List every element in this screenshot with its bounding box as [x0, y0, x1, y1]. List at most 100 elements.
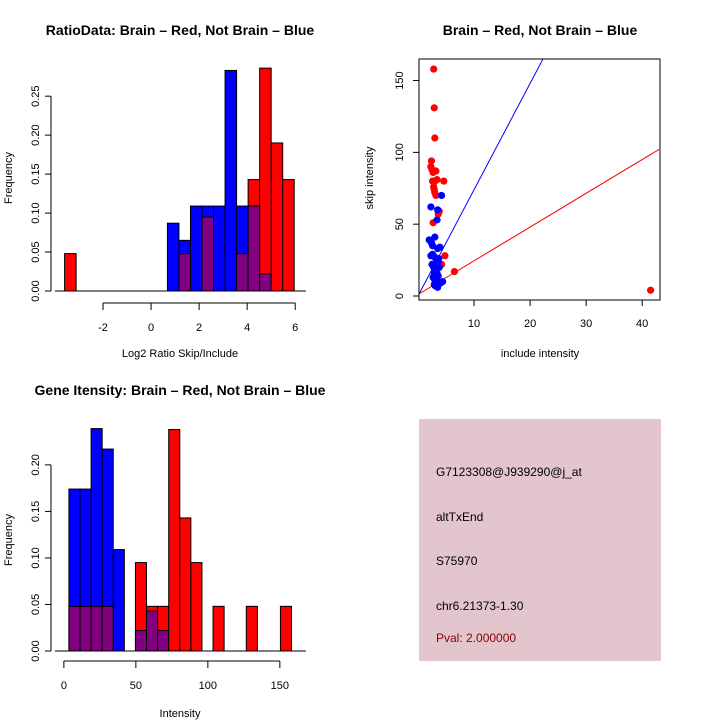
not-brain-point	[431, 233, 439, 241]
histogram-overlap-bar	[101, 605, 114, 652]
not-brain-point	[434, 206, 442, 214]
brain-point	[432, 191, 440, 200]
y-tick-label: 0.20	[30, 454, 42, 475]
y-tick-label: 0.00	[30, 280, 42, 301]
y-tick-label: 0.15	[30, 501, 42, 522]
y-tick-label: 0.05	[30, 241, 42, 262]
histogram-overlap-bar	[247, 205, 261, 292]
histogram-bar	[213, 205, 226, 292]
x-tick-label: 100	[199, 680, 217, 692]
y-tick-label: 0.00	[30, 640, 42, 661]
histogram-bar	[270, 142, 284, 292]
not-brain-point	[430, 280, 438, 289]
scatter-axes: 10 20 30 40 0 50 100 150	[394, 71, 648, 330]
brain-point	[432, 167, 440, 175]
x-tick-label: 6	[292, 322, 298, 334]
not-brain-point	[433, 216, 441, 224]
probe-id-text: G7123308@J939290@j_at	[436, 465, 582, 479]
histogram-bar	[64, 253, 77, 292]
x-tick-label: 0	[61, 680, 67, 692]
histogram-bar	[189, 205, 203, 292]
x-tick-label: 150	[271, 680, 289, 692]
histogram-overlap-bar	[178, 253, 191, 292]
y-tick-label: 0.15	[30, 163, 42, 184]
histogram-overlap-bar	[201, 216, 215, 292]
y-tick-label: 0	[394, 293, 406, 299]
ratio-histogram-axes: 0.00 0.05 0.10 0.15 0.20 0.25 -2 0 2 4 6	[30, 85, 306, 334]
histogram-overlap-bar	[79, 605, 92, 652]
y-tick-label: 0.20	[30, 124, 42, 145]
brain-point	[427, 157, 436, 165]
histogram-bar	[282, 179, 295, 292]
histogram-overlap-bar	[146, 610, 159, 652]
y-tick-label: 0.05	[30, 594, 42, 615]
histogram-overlap-bar	[157, 630, 170, 652]
brain-point	[441, 252, 449, 260]
histogram-bar	[112, 549, 125, 652]
brain-point	[450, 267, 459, 276]
ratio-histogram-bars	[64, 67, 295, 292]
y-tick-label: 50	[394, 218, 406, 230]
x-tick-label: 40	[636, 318, 648, 330]
histogram-overlap-bar	[68, 605, 81, 652]
brain-point	[430, 104, 438, 112]
probe-info-panel: G7123308@J939290@j_at altTxEnd S75970 ch…	[419, 419, 661, 661]
brain-point	[440, 177, 448, 185]
histogram-bar	[179, 517, 192, 652]
x-tick-label: 0	[148, 322, 154, 334]
y-tick-label: 0.10	[30, 202, 42, 223]
scatter-points	[425, 65, 655, 294]
histogram-bar	[168, 429, 181, 652]
brain-point	[646, 286, 655, 294]
gene-intensity-title: Gene Itensity: Brain – Red, Not Brain – …	[35, 382, 326, 398]
accession-text: S75970	[436, 554, 478, 568]
x-tick-label: 20	[524, 318, 536, 330]
y-tick-label: 150	[394, 71, 406, 89]
histogram-bar	[190, 562, 203, 652]
not-brain-point	[439, 278, 447, 286]
pval-text: Pval: 2.000000	[436, 631, 516, 645]
gene-intensity-axes: 0.00 0.05 0.10 0.15 0.20 0 50 100 150	[30, 454, 306, 692]
scatter-ylabel: skip intensity	[364, 146, 376, 209]
histogram-overlap-bar	[259, 273, 272, 292]
red-reference-line	[419, 148, 660, 295]
not-brain-point	[432, 260, 440, 268]
x-tick-label: -2	[98, 322, 108, 334]
intensity-scatter-panel: Brain – Red, Not Brain – Blue 10 20 30 40 0 5…	[364, 22, 661, 360]
scatter-title: Brain – Red, Not Brain – Blue	[443, 22, 638, 38]
histogram-bar	[166, 222, 180, 292]
not-brain-point	[437, 191, 446, 200]
gene-intensity-ylabel: Frequency	[3, 514, 15, 566]
event-type-text: altTxEnd	[436, 510, 483, 524]
brain-point	[433, 176, 441, 184]
gene-intensity-bars	[68, 428, 293, 652]
ratio-histogram-xlabel: Log2 Ratio Skip/Include	[122, 348, 238, 360]
histogram-bar	[212, 605, 225, 652]
ratio-histogram-panel: RatioData: Brain – Red, Not Brain – Blue…	[3, 22, 314, 360]
x-tick-label: 10	[468, 318, 480, 330]
histogram-bar	[245, 605, 258, 652]
brain-point	[430, 65, 438, 73]
histogram-overlap-bar	[134, 630, 148, 652]
histogram-bar	[224, 69, 238, 292]
scatter-plot-frame	[418, 58, 661, 301]
not-brain-point	[430, 269, 438, 277]
histogram-overlap-bar	[90, 605, 103, 652]
histogram-bar	[279, 605, 293, 652]
x-tick-label: 2	[196, 322, 202, 334]
blue-reference-line	[419, 59, 544, 296]
histogram-overlap-bar	[236, 253, 249, 292]
gene-intensity-histogram-panel: Gene Itensity: Brain – Red, Not Brain – …	[3, 382, 326, 720]
not-brain-point	[436, 243, 444, 251]
location-text: chr6.21373-1.30	[436, 599, 524, 613]
scatter-reference-lines	[419, 59, 660, 296]
histogram-bar	[259, 67, 272, 292]
not-brain-point	[435, 255, 443, 263]
y-tick-label: 0.25	[30, 85, 42, 106]
not-brain-point	[427, 203, 435, 211]
ratio-histogram-title: RatioData: Brain – Red, Not Brain – Blue	[46, 22, 315, 38]
x-tick-label: 30	[580, 318, 592, 330]
info-box-background	[419, 419, 661, 661]
scatter-xlabel: include intensity	[501, 348, 580, 360]
